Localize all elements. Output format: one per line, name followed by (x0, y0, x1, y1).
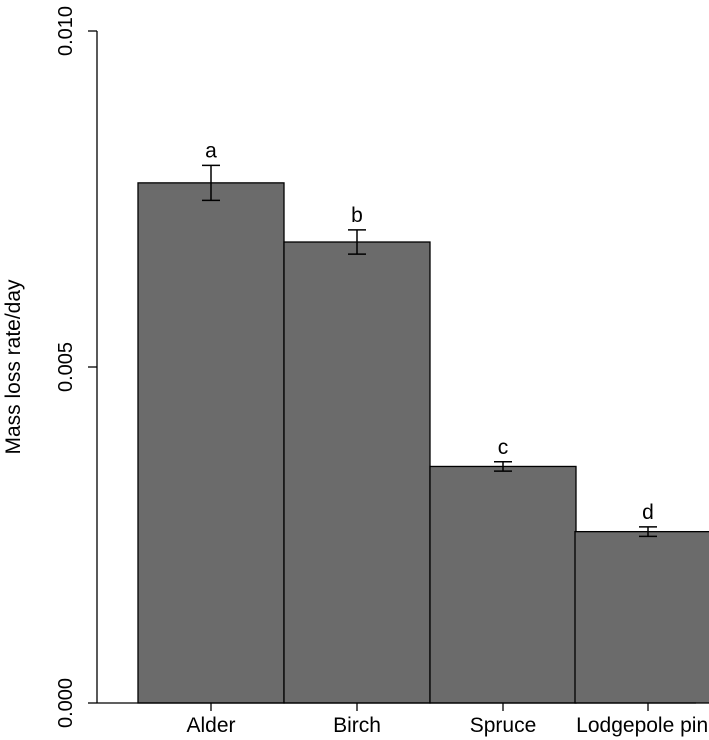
y-tick-label: 0.005 (55, 342, 77, 392)
error-bar (348, 229, 366, 255)
y-tick-label: 0.000 (55, 678, 77, 728)
y-tick-label: 0.010 (55, 6, 77, 56)
y-axis-title: Mass loss rate/day (2, 279, 25, 455)
error-bar (639, 526, 657, 538)
bar-birch (283, 241, 431, 704)
x-tick-label: Birch (333, 714, 381, 737)
x-tick-label: Lodgepole pine (576, 714, 709, 737)
significance-label: c (498, 436, 509, 459)
x-tick-label: Alder (186, 714, 235, 737)
significance-labels: a b c d (205, 139, 654, 524)
bar-spruce (429, 465, 577, 704)
error-bar (202, 164, 220, 202)
x-axis-labels: Alder Birch Spruce Lodgepole pine (186, 703, 709, 737)
plot-area: a b c d (137, 139, 709, 704)
error-bar (494, 461, 512, 472)
bar-lodgepole-pine (574, 530, 709, 704)
significance-label: d (642, 501, 654, 524)
bars (137, 182, 709, 704)
y-axis-ticks: 0.000 0.005 0.010 (55, 6, 97, 728)
bar-alder (137, 182, 285, 704)
error-bars (202, 164, 657, 538)
significance-label: a (205, 139, 217, 162)
x-tick-label: Spruce (470, 714, 537, 737)
significance-label: b (351, 204, 363, 227)
